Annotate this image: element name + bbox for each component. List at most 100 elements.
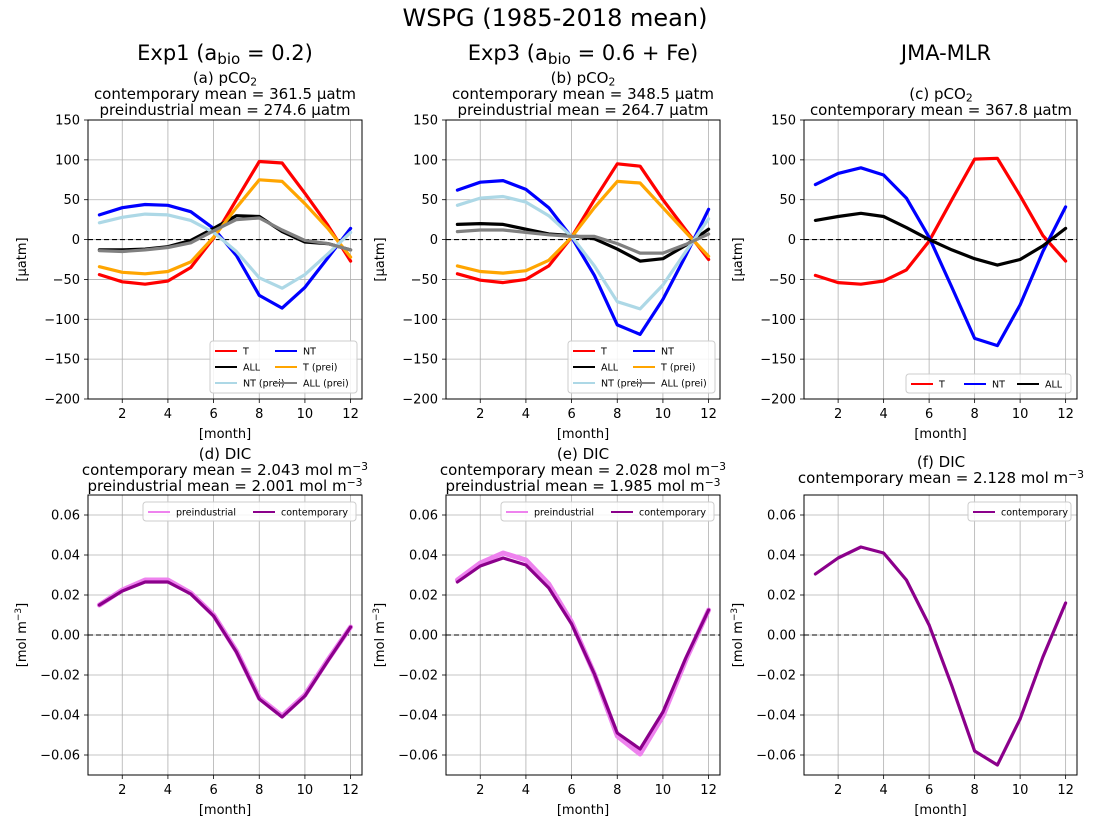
- x-tick-label: 10: [297, 407, 314, 422]
- chart-c: 2 4 6 8 10 12 −200 −150 −100 −50 0 50 100 150 [month] […: [731, 114, 1078, 442]
- legend: T NT ALL T (prei) NT (prei) ALL (prei): [209, 340, 358, 394]
- x-tick-label: 8: [970, 783, 978, 798]
- x-tick-label: 10: [655, 407, 672, 422]
- column-title-exp3: Exp3 (abio = 0.6 + Fe): [467, 41, 699, 68]
- y-tick-label: 0.06: [51, 509, 80, 524]
- y-tick-label: 150: [771, 114, 796, 129]
- legend-entry-label: contemporary: [1001, 508, 1068, 519]
- x-axis-label: [month]: [557, 427, 609, 442]
- series-line-all: [813, 211, 1068, 267]
- series-line-all-prei: [455, 228, 711, 255]
- panel-b-contemporary-mean: contemporary mean = 348.5 μatm: [451, 85, 715, 103]
- legend-box: [905, 373, 1072, 394]
- x-tick-label: 6: [209, 783, 217, 798]
- y-tick-label: −50: [411, 273, 438, 288]
- series-line-t: [455, 162, 711, 285]
- y-tick-label: −0.02: [398, 669, 438, 684]
- panel-e-preindustrial-mean: preindustrial mean = 1.985 mol m−3: [445, 476, 721, 495]
- y-tick-label: 0.06: [767, 509, 796, 524]
- x-tick-label: 8: [255, 407, 263, 422]
- y-tick-label: 0: [430, 233, 438, 248]
- legend-entry-label: ALL: [1045, 380, 1063, 391]
- y-tick-label: −100: [44, 313, 80, 328]
- plot-frame: [803, 494, 1078, 776]
- panel-d-contemporary-mean: contemporary mean = 2.043 mol m−3: [81, 460, 369, 479]
- x-tick-label: 12: [342, 783, 359, 798]
- chart-e: 2 4 6 8 10 12 −0.06 −0.04 −0.02 0.00 0.02 0.04 0.06 […: [372, 494, 721, 818]
- panel-b-label: (b) pCO2: [550, 69, 616, 89]
- y-tick-label: 50: [779, 193, 796, 208]
- panel-title-f: (f) DIC contemporary mean = 2.128 mol m−…: [771, 454, 1110, 486]
- y-axis-label: [μatm]: [373, 237, 388, 281]
- plot-frame: [87, 119, 363, 400]
- x-tick-label: 6: [925, 783, 933, 798]
- legend-entry-label: preindustrial: [176, 508, 236, 519]
- y-tick-label: −0.04: [756, 709, 796, 724]
- series-line-t: [813, 156, 1068, 286]
- x-tick-label: 2: [476, 407, 484, 422]
- chart-f: 2 4 6 8 10 12 −0.06 −0.04 −0.02 0.00 0.02 0.04 0.06 […: [730, 494, 1078, 818]
- series-line-contemporary: [455, 556, 711, 751]
- x-axis-label: [month]: [914, 427, 966, 442]
- x-tick-label: 6: [567, 407, 575, 422]
- x-tick-label: 2: [476, 783, 484, 798]
- series-line-preindustrial: [96, 577, 354, 719]
- panel-c-label: (c) pCO2: [909, 85, 973, 105]
- y-tick-label: −0.02: [756, 669, 796, 684]
- x-axis-label: [month]: [557, 803, 609, 818]
- legend-entry-label: contemporary: [639, 508, 706, 519]
- x-tick-label: 2: [118, 407, 126, 422]
- y-tick-label: 150: [413, 114, 438, 129]
- x-tick-label: 8: [613, 407, 621, 422]
- legend-entry-label: ALL: [601, 363, 619, 374]
- legend-entry-label: preindustrial: [534, 508, 594, 519]
- panel-d-label: (d) DIC: [198, 445, 252, 463]
- y-tick-label: 50: [63, 193, 80, 208]
- x-tick-label: 12: [1057, 783, 1074, 798]
- x-axis-label: [month]: [199, 803, 251, 818]
- series-line-preindustrial: [454, 550, 712, 757]
- panel-title-e: (e) DIC contemporary mean = 2.028 mol m−…: [413, 446, 753, 494]
- x-tick-label: 10: [297, 783, 314, 798]
- y-tick-label: −200: [760, 393, 796, 408]
- y-tick-label: −0.02: [40, 669, 80, 684]
- panel-f-contemporary-mean: contemporary mean = 2.128 mol m−3: [797, 468, 1085, 487]
- figure-title: WSPG (1985-2018 mean): [402, 4, 708, 32]
- series-line-nt-prei: [97, 212, 353, 290]
- x-tick-label: 4: [164, 407, 172, 422]
- panel-e-label: (e) DIC: [556, 445, 610, 463]
- x-tick-label: 8: [970, 407, 978, 422]
- y-tick-label: −0.04: [40, 709, 80, 724]
- legend: T NT ALL T (prei) NT (prei) ALL (prei): [567, 340, 716, 394]
- y-tick-label: 0.04: [767, 549, 796, 564]
- x-tick-label: 6: [567, 783, 575, 798]
- y-tick-label: 0.02: [409, 589, 438, 604]
- x-tick-label: 2: [834, 407, 842, 422]
- y-tick-label: −0.06: [40, 749, 80, 764]
- panel-e-contemporary-mean: contemporary mean = 2.028 mol m−3: [439, 460, 727, 479]
- legend-entry-label: NT (prei): [243, 379, 285, 390]
- x-tick-label: 12: [700, 407, 717, 422]
- x-tick-label: 6: [209, 407, 217, 422]
- y-tick-label: −100: [402, 313, 438, 328]
- panel-f-label: (f) DIC: [916, 453, 966, 471]
- panel-d-preindustrial-mean: preindustrial mean = 2.001 mol m−3: [87, 476, 363, 495]
- legend-entry-label: ALL (prei): [303, 379, 349, 390]
- panel-a-preindustrial-mean: preindustrial mean = 274.6 μatm: [99, 101, 351, 119]
- y-tick-label: −0.04: [398, 709, 438, 724]
- panel-c-contemporary-mean: contemporary mean = 367.8 μatm: [809, 101, 1073, 119]
- y-axis-label: [μatm]: [15, 237, 30, 281]
- x-tick-label: 6: [925, 407, 933, 422]
- y-axis-label: [mol m−3]: [14, 603, 30, 667]
- series-line-nt-prei: [455, 194, 711, 311]
- legend-box: [967, 501, 1072, 522]
- plot-frame: [445, 494, 721, 776]
- y-tick-label: −100: [760, 313, 796, 328]
- series-line-all-prei: [97, 216, 353, 254]
- legend-entry-label: contemporary: [281, 508, 348, 519]
- y-tick-label: −0.06: [398, 749, 438, 764]
- x-axis-label: [month]: [199, 427, 251, 442]
- x-tick-label: 10: [655, 783, 672, 798]
- panel-b-preindustrial-mean: preindustrial mean = 264.7 μatm: [457, 101, 709, 119]
- legend: contemporary: [967, 501, 1072, 522]
